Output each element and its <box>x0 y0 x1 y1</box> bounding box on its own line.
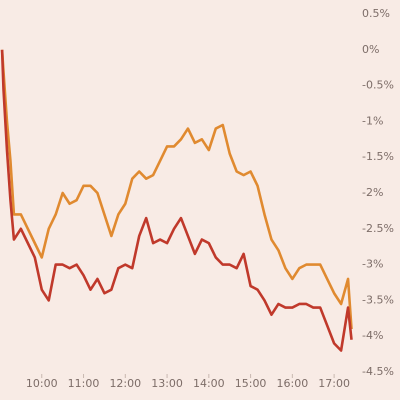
y-tick-label: 0.5% <box>362 7 390 20</box>
y-tick-label: -1.5% <box>362 150 394 163</box>
y-tick-label: -4.5% <box>362 365 394 378</box>
x-tick-label: 17:00 <box>318 377 350 390</box>
x-tick-label: 13:00 <box>151 377 183 390</box>
series-line <box>0 49 353 352</box>
y-tick-label: -1% <box>362 114 383 127</box>
x-tick-label: 12:00 <box>109 377 141 390</box>
series-line <box>0 49 353 330</box>
y-tick-label: -2% <box>362 186 383 199</box>
x-tick-label: 15:00 <box>235 377 267 390</box>
y-tick-label: -4% <box>362 329 383 342</box>
x-tick-label: 14:00 <box>193 377 225 390</box>
x-tick-label: 11:00 <box>68 377 100 390</box>
y-tick-label: -3% <box>362 258 383 271</box>
y-tick-label: -2.5% <box>362 222 394 235</box>
y-tick-label: -3.5% <box>362 293 394 306</box>
x-tick-label: 16:00 <box>277 377 309 390</box>
y-tick-label: 0% <box>362 43 379 56</box>
y-tick-label: -0.5% <box>362 79 394 92</box>
x-tick-label: 10:00 <box>26 377 58 390</box>
